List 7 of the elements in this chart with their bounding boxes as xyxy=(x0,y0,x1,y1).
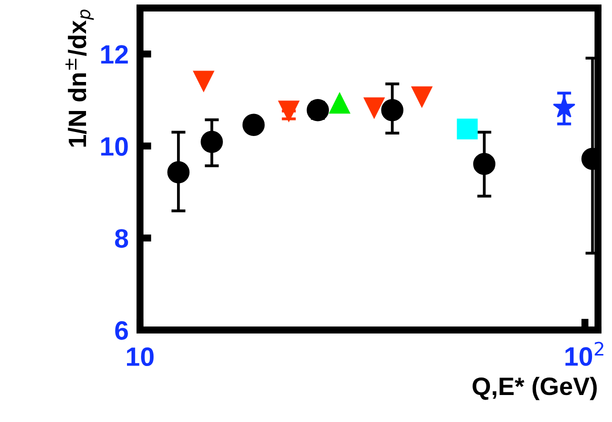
y-axis-title: 1/N dn$^{±}$/dx$_{p}$ xyxy=(65,10,94,147)
y-tick-label: 10 xyxy=(101,137,128,156)
y-tick-label: 8 xyxy=(115,229,128,248)
y-tick-label: 6 xyxy=(115,321,128,340)
y-tick-label: 12 xyxy=(101,45,128,64)
x-axis-title: Q,E* (GeV) xyxy=(472,376,597,400)
x-tick-label: 10$^{2}$ xyxy=(565,342,604,366)
